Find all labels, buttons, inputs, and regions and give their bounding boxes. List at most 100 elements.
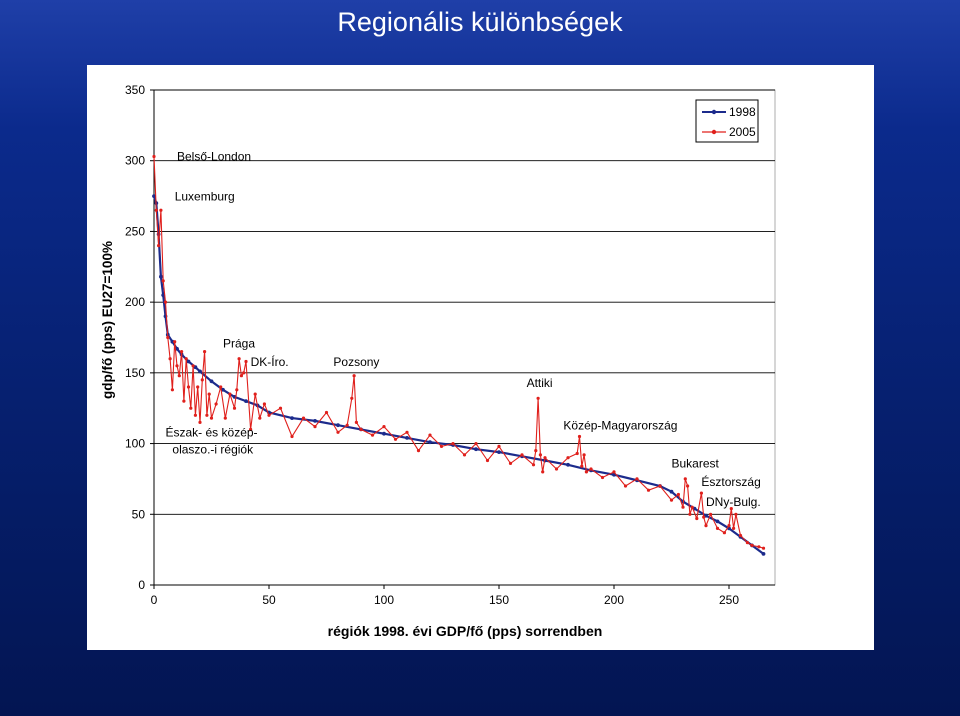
data-point-2005 [184, 357, 188, 361]
data-point-2005 [474, 442, 478, 446]
y-tick-label: 50 [132, 507, 146, 521]
data-point-2005 [646, 488, 651, 492]
data-point-2005 [683, 477, 687, 481]
annotation: Attiki [527, 376, 553, 390]
data-point-1998 [244, 399, 248, 403]
data-point-2005 [727, 524, 731, 528]
y-tick-label: 100 [125, 437, 145, 451]
data-point-2005 [589, 467, 593, 471]
series-2005 [152, 154, 766, 550]
data-point-2005 [262, 402, 266, 406]
x-tick-label: 50 [262, 593, 276, 607]
data-point-2005 [580, 464, 584, 468]
data-point-1998 [313, 419, 317, 423]
data-point-2005 [354, 420, 358, 424]
data-point-2005 [531, 463, 536, 467]
annotation: olaszo.-i régiók [172, 442, 254, 456]
data-point-2005 [207, 392, 211, 396]
data-point-1998 [428, 440, 432, 445]
data-point-2005 [462, 453, 467, 457]
data-point-1998 [566, 462, 570, 467]
data-point-2005 [612, 470, 616, 474]
data-point-2005 [534, 449, 538, 453]
y-axis-label: gdp/fő (pps) EU27=100% [100, 241, 115, 399]
series-layer [152, 154, 766, 556]
data-point-2005 [350, 396, 354, 400]
legend-swatch-marker [711, 129, 717, 135]
y-tick-label: 300 [125, 154, 145, 168]
data-point-2005 [345, 423, 349, 427]
data-point-2005 [200, 378, 204, 382]
annotation: Prága [223, 336, 255, 350]
data-point-2005 [745, 541, 750, 545]
annotation: DK-Íro. [251, 354, 289, 369]
annotation: Luxemburg [175, 189, 235, 203]
data-point-2005 [244, 359, 248, 364]
data-point-2005 [154, 208, 158, 212]
data-point-2005 [738, 533, 743, 538]
data-point-1998 [405, 436, 409, 440]
data-point-2005 [209, 416, 214, 420]
x-tick-label: 0 [151, 593, 158, 607]
data-point-2005 [566, 456, 570, 460]
legend-label: 2005 [729, 125, 756, 139]
data-point-2005 [205, 413, 209, 417]
line-chart: 0 50 100 150 200 250 300 350 0 50 100 150 200 250 Bel… [100, 83, 776, 639]
data-point-1998 [474, 447, 478, 452]
data-point-2005 [757, 545, 761, 549]
annotations: Belső-London Luxemburg Prága DK-Íro. Pozsony… [166, 150, 761, 509]
data-point-2005 [249, 427, 253, 431]
data-point-2005 [508, 461, 513, 465]
chart-panel: 0 50 100 150 200 250 300 350 0 50 100 150 200 250 Bel… [87, 65, 874, 650]
data-point-2005 [203, 350, 207, 354]
data-point-1998 [221, 387, 225, 392]
axes: 0 50 100 150 200 250 300 350 0 50 100 150 200 250 [125, 83, 775, 607]
x-tick-label: 150 [489, 593, 509, 607]
data-point-2005 [301, 416, 306, 420]
data-point-2005 [393, 437, 398, 441]
data-point-2005 [676, 492, 681, 497]
legend-box [695, 99, 759, 143]
data-point-2005 [750, 543, 754, 547]
y-tick-label: 150 [125, 366, 145, 380]
data-point-2005 [761, 546, 766, 550]
data-point-1998 [209, 379, 214, 384]
annotation: Észak- és közép- [166, 425, 258, 440]
data-point-2005 [159, 208, 163, 212]
data-point-2005 [554, 467, 559, 471]
data-point-2005 [336, 430, 340, 434]
data-point-2005 [658, 484, 662, 488]
data-point-2005 [239, 374, 243, 378]
data-point-2005 [191, 364, 195, 368]
data-point-2005 [543, 456, 547, 460]
annotation: Észtország [701, 474, 760, 489]
y-tick-label: 250 [125, 224, 145, 238]
data-point-2005 [237, 357, 241, 361]
data-point-2005 [538, 453, 542, 457]
annotation: DNy-Bulg. [706, 495, 761, 509]
annotation: Közép-Magyarország [563, 418, 677, 432]
data-point-2005 [152, 154, 156, 159]
data-point-2005 [214, 402, 218, 406]
data-point-1998 [336, 423, 340, 428]
data-point-2005 [699, 491, 704, 495]
data-point-1998 [382, 431, 386, 436]
data-point-2005 [173, 340, 177, 344]
data-point-2005 [253, 392, 257, 396]
data-point-2005 [584, 470, 588, 474]
annotation: Bukarest [672, 457, 720, 471]
data-point-2005 [177, 374, 181, 378]
x-axis-label: régiók 1998. évi GDP/fő (pps) sorrendben [328, 623, 603, 639]
x-tick-label: 200 [604, 593, 624, 607]
data-point-2005 [635, 477, 639, 481]
legend-swatch-marker [711, 109, 717, 115]
data-point-1998 [761, 552, 766, 556]
data-point-2005 [196, 385, 200, 389]
data-point-2005 [382, 425, 386, 429]
data-point-2005 [405, 430, 409, 434]
data-point-2005 [370, 433, 375, 437]
data-point-2005 [623, 484, 628, 488]
data-point-1998 [715, 519, 720, 524]
data-point-2005 [189, 406, 193, 410]
data-point-2005 [734, 512, 738, 516]
